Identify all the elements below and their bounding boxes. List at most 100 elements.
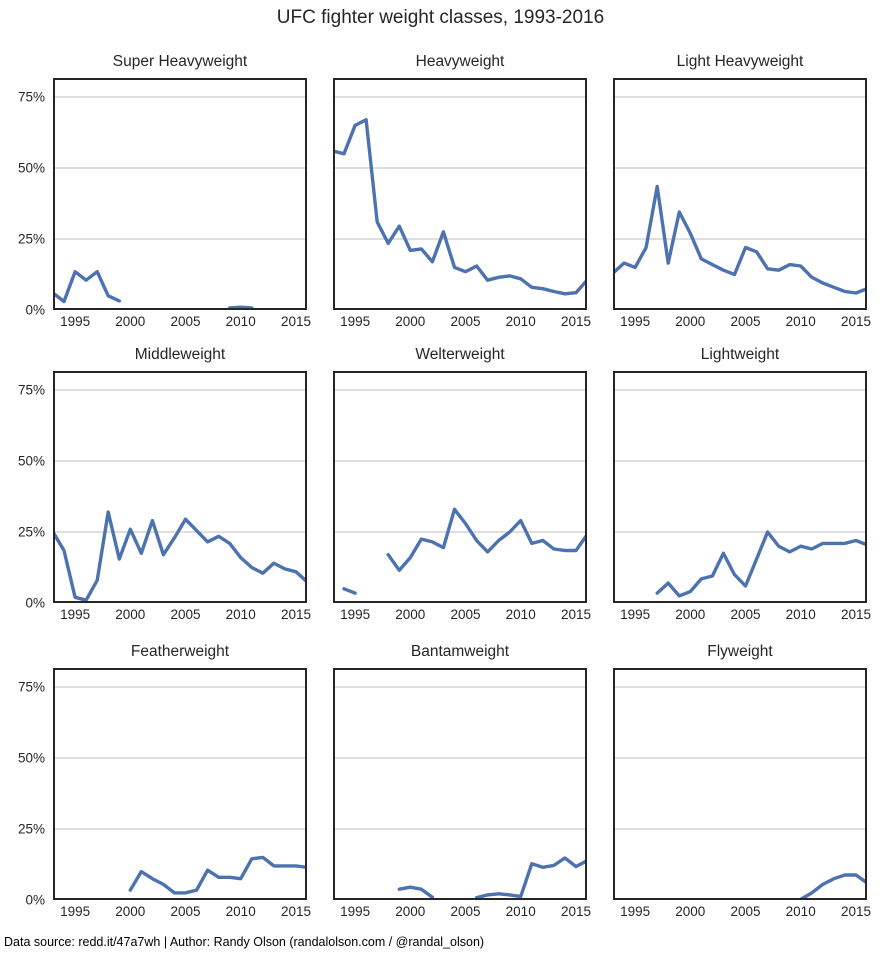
x-axis-ticks: 1995 2000 2005 2010 2015	[613, 904, 871, 922]
x-tick-label: 2000	[395, 607, 426, 622]
subplot-welterweight: Welterweight 1995 2000 2005 2010 2015	[333, 346, 591, 622]
data-line	[613, 184, 867, 295]
subplot-title: Super Heavyweight	[112, 53, 248, 70]
x-tick-label: 2015	[840, 904, 872, 919]
x-tick-label: 2015	[560, 314, 592, 329]
x-tick-label: 1995	[60, 314, 91, 329]
x-tick-label: 2010	[505, 607, 536, 622]
y-tick-label: 25%	[17, 821, 45, 837]
subplot-lightweight: Lightweight 1995 2000 2005 2010 2015	[613, 346, 871, 622]
data-line	[53, 269, 122, 304]
y-tick-label: 75%	[17, 89, 45, 105]
y-tick-label: 75%	[17, 679, 45, 695]
subplot-featherweight: Featherweight 1995 2000 2005 2010 2015 0% 25%…	[18, 643, 311, 919]
x-tick-label: 1995	[620, 314, 651, 329]
x-tick-label: 1995	[620, 904, 651, 919]
x-tick-label: 2010	[225, 607, 256, 622]
x-axis-ticks: 1995 2000 2005 2010 2015	[333, 314, 591, 332]
x-tick-label: 2015	[560, 904, 592, 919]
x-tick-label: 2000	[395, 314, 426, 329]
subplot-title: Light Heavyweight	[676, 53, 804, 70]
axes-frame	[333, 668, 587, 900]
x-tick-label: 2005	[170, 607, 201, 622]
axes-frame	[613, 78, 867, 310]
x-tick-label: 2010	[505, 904, 536, 919]
subplot-flyweight: Flyweight 1995 2000 2005 2010 2015	[613, 643, 871, 919]
x-tick-label: 1995	[60, 904, 91, 919]
flyweight-line-chart	[613, 668, 867, 900]
figure-title: UFC fighter weight classes, 1993-2016	[276, 7, 605, 28]
data-line	[655, 530, 867, 598]
x-tick-label: 2015	[560, 607, 592, 622]
x-axis-ticks: 1995 2000 2005 2010 2015	[333, 607, 591, 625]
x-tick-label: 2010	[505, 314, 536, 329]
x-tick-label: 2000	[115, 607, 146, 622]
x-tick-label: 2000	[115, 314, 146, 329]
y-tick-label: 0%	[25, 595, 45, 611]
welterweight-line-chart	[333, 371, 587, 603]
axes-frame	[613, 371, 867, 603]
light-heavyweight-line-chart	[613, 78, 867, 310]
x-tick-label: 2000	[115, 904, 146, 919]
axes-frame	[53, 668, 307, 900]
data-source-note: Data source: redd.it/47a7wh | Author: Ra…	[4, 935, 485, 949]
subplot-title: Bantamweight	[410, 643, 510, 660]
axes-frame	[613, 668, 867, 900]
y-axis-ticks: 0% 25% 50% 75%	[5, 78, 45, 318]
x-tick-label: 2005	[730, 607, 761, 622]
data-line	[386, 507, 587, 573]
x-tick-label: 2000	[675, 607, 706, 622]
y-tick-label: 50%	[17, 453, 45, 469]
data-line	[53, 510, 307, 602]
x-tick-label: 2015	[280, 314, 312, 329]
x-tick-label: 1995	[620, 607, 651, 622]
x-axis-ticks: 1995 2000 2005 2010 2015	[613, 314, 871, 332]
x-tick-label: 2015	[280, 904, 312, 919]
subplot-title: Middleweight	[134, 346, 226, 363]
middleweight-line-chart	[53, 371, 307, 603]
y-tick-label: 25%	[17, 231, 45, 247]
subplot-title: Welterweight	[415, 346, 505, 363]
bantamweight-line-chart	[333, 668, 587, 900]
subplot-super-heavyweight: Super Heavyweight 1995 2000 2005 2010 2015 0…	[18, 53, 311, 329]
subplot-title: Featherweight	[130, 643, 230, 660]
x-tick-label: 2005	[170, 904, 201, 919]
subplot-title: Lightweight	[700, 346, 780, 363]
subplot-light-heavyweight: Light Heavyweight 1995 2000 2005 2010 2015	[613, 53, 871, 329]
axes-frame	[333, 371, 587, 603]
x-tick-label: 2005	[730, 314, 761, 329]
y-axis-ticks: 0% 25% 50% 75%	[5, 371, 45, 611]
x-tick-label: 1995	[340, 904, 371, 919]
subplot-title: Flyweight	[707, 643, 773, 660]
subplot-heavyweight: Heavyweight 1995 2000 2005 2010 2015	[333, 53, 591, 329]
lightweight-line-chart	[613, 371, 867, 603]
x-tick-label: 2015	[280, 607, 312, 622]
x-tick-label: 2010	[785, 314, 816, 329]
x-tick-label: 2000	[395, 904, 426, 919]
x-axis-ticks: 1995 2000 2005 2010 2015	[613, 607, 871, 625]
x-tick-label: 2010	[785, 904, 816, 919]
data-line	[474, 856, 587, 900]
data-line	[397, 885, 435, 899]
x-tick-label: 2010	[785, 607, 816, 622]
x-tick-label: 1995	[60, 607, 91, 622]
x-tick-label: 1995	[340, 314, 371, 329]
x-tick-label: 2010	[225, 904, 256, 919]
subplot-title: Heavyweight	[415, 53, 505, 70]
data-line	[227, 305, 254, 310]
y-tick-label: 25%	[17, 524, 45, 540]
data-line	[342, 587, 357, 595]
x-tick-label: 2000	[675, 904, 706, 919]
x-tick-label: 2015	[840, 314, 872, 329]
y-tick-label: 50%	[17, 750, 45, 766]
featherweight-line-chart	[53, 668, 307, 900]
x-axis-ticks: 1995 2000 2005 2010 2015	[53, 314, 311, 332]
axes-frame	[53, 78, 307, 310]
heavyweight-line-chart	[333, 78, 587, 310]
x-axis-ticks: 1995 2000 2005 2010 2015	[333, 904, 591, 922]
y-tick-label: 75%	[17, 382, 45, 398]
subplot-middleweight: Middleweight 1995 2000 2005 2010 2015 0% 25% 5…	[18, 346, 311, 622]
x-axis-ticks: 1995 2000 2005 2010 2015	[53, 607, 311, 625]
data-line	[798, 873, 867, 900]
